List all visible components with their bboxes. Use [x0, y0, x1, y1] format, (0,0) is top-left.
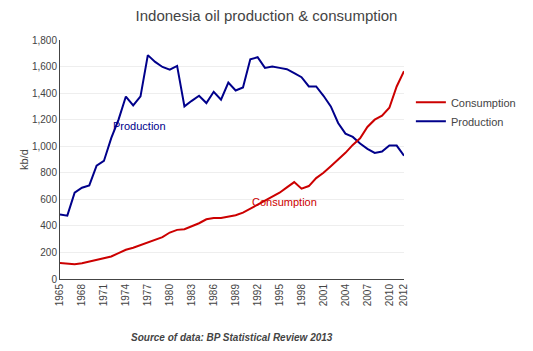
svg-text:Production: Production	[113, 120, 166, 132]
svg-text:Production: Production	[451, 116, 504, 128]
svg-text:600: 600	[40, 194, 57, 205]
svg-text:1992: 1992	[252, 284, 263, 307]
svg-text:Consumption: Consumption	[451, 97, 516, 109]
svg-text:1,200: 1,200	[32, 114, 57, 125]
svg-text:1974: 1974	[120, 284, 131, 307]
svg-text:kb/d: kb/d	[18, 149, 30, 170]
svg-text:1983: 1983	[186, 284, 197, 307]
svg-text:1,800: 1,800	[32, 35, 57, 46]
svg-text:0: 0	[51, 274, 57, 285]
svg-text:Indonesia oil production & con: Indonesia oil production & consumption	[136, 7, 398, 24]
svg-text:1989: 1989	[230, 284, 241, 307]
svg-text:1,600: 1,600	[32, 61, 57, 72]
svg-text:1980: 1980	[164, 284, 175, 307]
svg-text:400: 400	[40, 220, 57, 231]
svg-text:Consumption: Consumption	[252, 196, 317, 208]
svg-text:2001: 2001	[318, 284, 329, 307]
svg-text:2012: 2012	[398, 284, 409, 307]
svg-text:Source of data: BP Statistical: Source of data: BP Statistical Review 20…	[131, 332, 333, 343]
svg-text:1,000: 1,000	[32, 141, 57, 152]
svg-text:800: 800	[40, 167, 57, 178]
svg-text:1,400: 1,400	[32, 88, 57, 99]
svg-text:1986: 1986	[208, 284, 219, 307]
svg-text:1998: 1998	[296, 284, 307, 307]
svg-text:1977: 1977	[142, 284, 153, 307]
svg-text:1971: 1971	[98, 284, 109, 307]
svg-text:200: 200	[40, 247, 57, 258]
svg-text:2010: 2010	[384, 284, 395, 307]
svg-text:1968: 1968	[76, 284, 87, 307]
svg-text:2007: 2007	[362, 284, 373, 307]
svg-text:1995: 1995	[274, 284, 285, 307]
svg-text:2004: 2004	[340, 284, 351, 307]
svg-text:1965: 1965	[54, 284, 65, 307]
